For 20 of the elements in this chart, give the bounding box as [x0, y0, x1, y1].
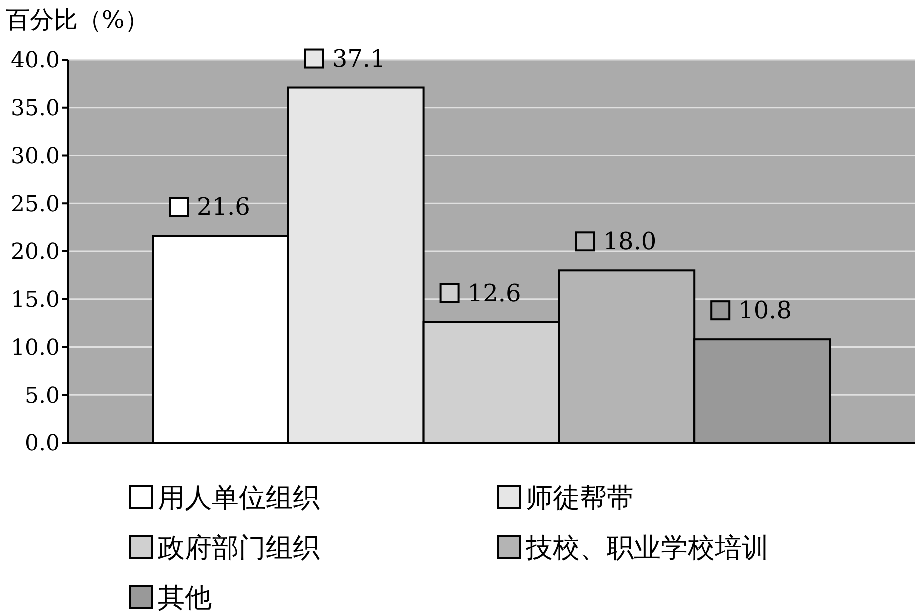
legend-label: 用人单位组织 — [158, 483, 320, 514]
data-label: 12.6 — [468, 279, 522, 308]
legend-label: 政府部门组织 — [158, 533, 320, 564]
y-tick-label: 5.0 — [25, 384, 60, 409]
legend-label: 其他 — [158, 583, 212, 613]
y-tick-label: 25.0 — [11, 192, 60, 218]
legend-label: 技校、职业学校培训 — [525, 533, 769, 564]
y-tick-label: 35.0 — [11, 96, 60, 122]
y-axis-title: 百分比（%） — [6, 6, 149, 34]
data-label: 10.8 — [738, 296, 792, 325]
y-tick-label: 15.0 — [11, 288, 60, 314]
y-tick-label: 30.0 — [11, 144, 60, 170]
y-tick-label: 40.0 — [11, 48, 60, 74]
y-tick-label: 10.0 — [11, 336, 60, 361]
data-label: 21.6 — [197, 193, 250, 222]
y-tick-label: 20.0 — [11, 240, 60, 266]
legend-label: 师徒帮带 — [526, 483, 634, 514]
data-label: 37.1 — [332, 44, 386, 73]
data-label: 18.0 — [603, 228, 657, 256]
y-tick-label: 0.0 — [25, 432, 60, 457]
